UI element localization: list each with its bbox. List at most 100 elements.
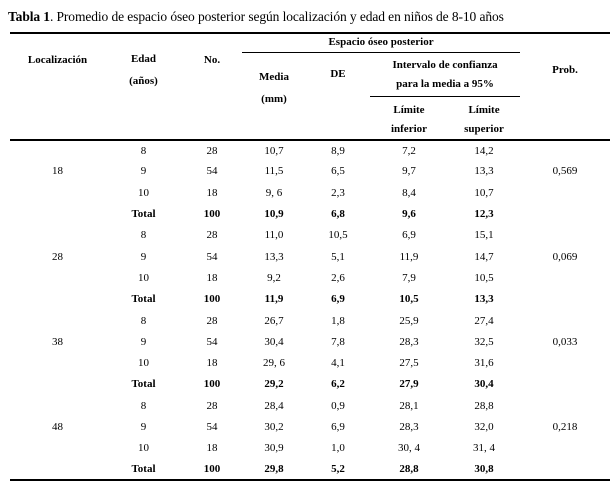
edad-cell: 9 — [140, 165, 147, 178]
limite-superior-cell: 32,5 — [474, 335, 494, 348]
table-row: 48 9 54 30,2 6,9 28,3 32,0 0,218 — [10, 416, 610, 437]
prob-cell — [520, 182, 610, 203]
edad-cell: Total — [131, 208, 156, 221]
header-limite-superior: Límite superior — [448, 96, 520, 140]
table-header: Localización Edad (años) No. Espacio óseo… — [10, 33, 610, 140]
limite-superior-cell: 14,7 — [474, 250, 494, 263]
localizacion-cell — [10, 395, 105, 416]
header-localizacion: Localización — [27, 54, 88, 66]
media-cell: 13,3 — [264, 250, 284, 263]
no-cell: 100 — [203, 208, 221, 221]
edad-cell: 8 — [140, 229, 147, 242]
media-cell: 28,4 — [264, 399, 284, 412]
limite-superior-cell: 31, 4 — [473, 442, 496, 455]
table-row: 8 28 26,7 1,8 25,9 27,4 — [10, 310, 610, 331]
prob-cell — [520, 459, 610, 480]
table-row: 18 9 54 11,5 6,5 9,7 13,3 0,569 — [10, 161, 610, 182]
limite-inferior-cell: 28,1 — [399, 399, 419, 412]
limite-inferior-cell: 7,9 — [402, 271, 416, 284]
table-row: 38 9 54 30,4 7,8 28,3 32,5 0,033 — [10, 331, 610, 352]
table-body: 8 28 10,7 8,9 7,2 14,2 18 9 54 11,5 6,5 9,7 13,3 0,56… — [10, 138, 611, 481]
edad-cell: 9 — [140, 421, 147, 433]
no-cell: 54 — [206, 250, 218, 263]
edad-cell: 10 — [138, 186, 149, 199]
header-edad-line2: (años) — [129, 75, 158, 87]
de-cell: 6,9 — [331, 421, 345, 433]
limite-superior-cell: 28,8 — [474, 399, 494, 412]
media-cell: 29,8 — [264, 463, 284, 476]
no-cell: 28 — [206, 399, 218, 412]
edad-cell: Total — [131, 293, 156, 306]
localizacion-cell — [10, 182, 105, 203]
limite-superior-cell: 14,2 — [448, 138, 521, 161]
limite-inferior-cell: 9,7 — [402, 165, 416, 178]
limite-inferior-cell: 7,2 — [370, 138, 448, 161]
limite-superior-cell: 13,3 — [474, 293, 494, 306]
header-row-2: Media (mm) DE Intervalo de confianza para … — [10, 52, 610, 105]
no-cell: 18 — [206, 357, 218, 370]
limite-inferior-cell: 11,9 — [399, 250, 419, 263]
media-cell: 30,4 — [264, 335, 284, 348]
prob-cell: 0,069 — [552, 250, 578, 263]
no-cell: 54 — [206, 165, 218, 178]
limite-superior-cell: 15,1 — [474, 229, 494, 242]
de-cell: 4,1 — [331, 357, 345, 370]
table-row: Total 100 10,9 6,8 9,6 12,3 — [10, 203, 610, 224]
no-cell: 18 — [206, 186, 218, 199]
media-cell: 29, 6 — [263, 357, 285, 370]
localizacion-cell — [10, 225, 105, 246]
de-cell: 10,5 — [328, 229, 348, 242]
table-row: Total 100 29,2 6,2 27,9 30,4 — [10, 374, 610, 395]
table-row: Total 100 29,8 5,2 28,8 30,8 — [10, 459, 610, 480]
header-media-line1: Media — [259, 70, 289, 83]
de-cell: 1,0 — [331, 442, 345, 455]
localizacion-cell — [10, 310, 105, 331]
table-row: Total 100 11,9 6,9 10,5 13,3 — [10, 289, 610, 310]
limite-superior-cell: 32,0 — [474, 421, 494, 433]
limite-inferior-cell: 28,8 — [399, 463, 419, 476]
prob-cell — [520, 138, 611, 161]
localizacion-cell — [10, 374, 105, 395]
header-media: Media (mm) — [242, 52, 306, 140]
edad-cell: Total — [131, 378, 156, 391]
edad-cell: 9 — [140, 335, 147, 348]
no-cell: 100 — [203, 293, 221, 306]
limite-inferior-cell: 28,3 — [399, 335, 419, 348]
localizacion-cell: 48 — [52, 421, 63, 433]
no-cell: 54 — [206, 335, 218, 348]
edad-cell: 9 — [140, 250, 147, 263]
edad-cell: 8 — [105, 138, 182, 161]
header-edad: Edad (años) — [105, 33, 182, 140]
no-cell: 18 — [206, 442, 218, 455]
table-caption: Tabla 1. Promedio de espacio óseo poster… — [8, 7, 610, 27]
localizacion-cell — [10, 352, 105, 373]
de-cell: 6,9 — [331, 293, 345, 306]
table-row: 8 28 28,4 0,9 28,1 28,8 — [10, 395, 610, 416]
edad-cell: 10 — [138, 442, 149, 455]
prob-cell — [520, 289, 610, 310]
localizacion-cell — [10, 438, 105, 459]
localizacion-cell: 38 — [52, 335, 63, 348]
de-cell: 2,6 — [331, 271, 345, 284]
de-cell: 6,5 — [331, 165, 345, 178]
header-limite-inferior-line2: inferior — [390, 122, 428, 135]
header-row-3: Límite inferior Límite superior — [10, 96, 610, 140]
header-intervalo-line2: para la media a 95% — [396, 77, 494, 90]
table-row: 8 28 11,0 10,5 6,9 15,1 — [10, 225, 610, 246]
prob-cell — [520, 225, 610, 246]
localizacion-cell: 18 — [52, 165, 63, 178]
table-row: 10 18 30,9 1,0 30, 4 31, 4 — [10, 438, 610, 459]
limite-inferior-cell: 30, 4 — [398, 442, 420, 455]
table-caption-text: . Promedio de espacio óseo posterior seg… — [49, 9, 504, 24]
limite-superior-cell: 31,6 — [474, 357, 494, 370]
media-cell: 9,2 — [267, 271, 281, 284]
header-no: No. — [203, 54, 221, 66]
limite-superior-cell: 30,8 — [474, 463, 494, 476]
no-cell: 18 — [206, 271, 218, 284]
limite-inferior-cell: 28,3 — [399, 421, 419, 433]
header-intervalo-confianza: Intervalo de confianza para la media a 95… — [370, 52, 521, 97]
header-media-line2: (mm) — [261, 92, 287, 105]
header-edad-line1: Edad — [130, 53, 157, 65]
de-cell: 8,9 — [306, 138, 370, 161]
